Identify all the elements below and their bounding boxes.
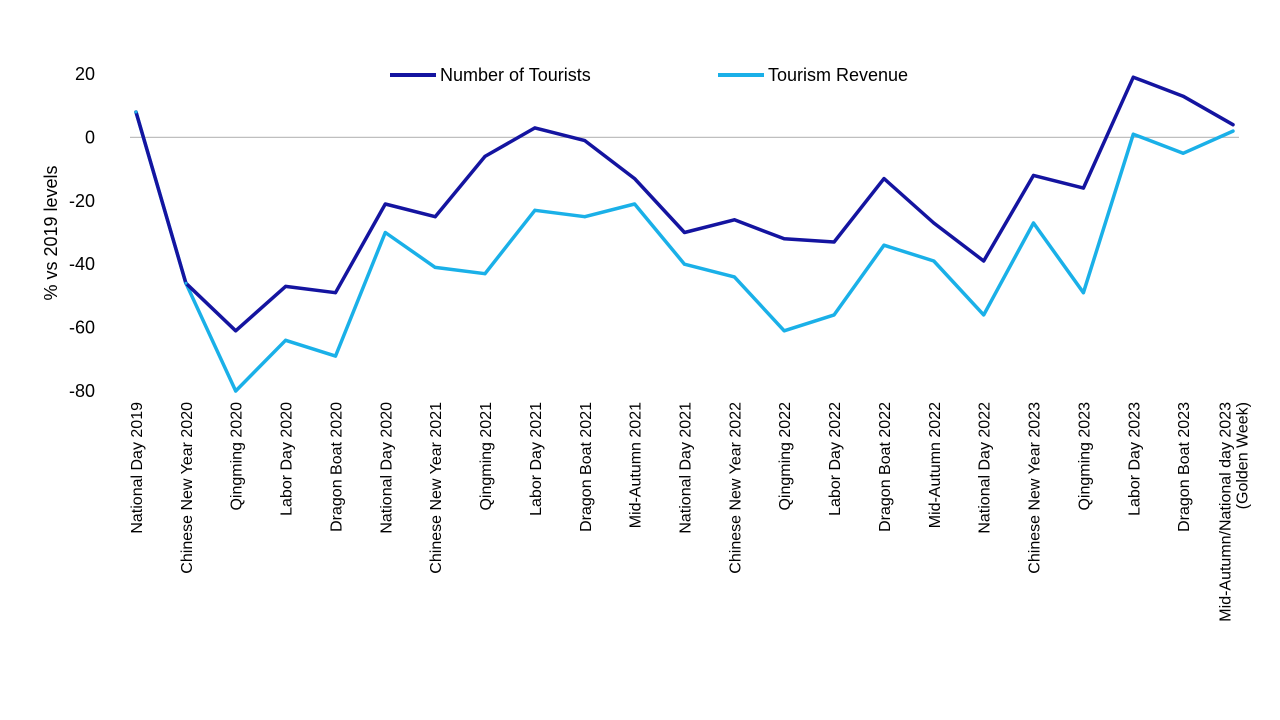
data-point [583,215,587,219]
data-point [683,231,686,234]
x-tick-label: Dragon Boat 2023 [1176,402,1193,532]
data-point [433,265,437,269]
legend-label: Number of Tourists [440,65,591,85]
y-tick-label: -40 [69,254,95,274]
data-point [932,221,936,225]
data-point [982,259,986,263]
data-point [134,110,138,114]
y-tick-label: -20 [69,191,95,211]
data-point [1032,221,1035,225]
x-tick-label: National Day 2022 [977,402,994,534]
data-point [334,354,337,358]
data-point [882,243,886,247]
data-point [732,218,736,222]
data-point [234,329,238,333]
data-point [832,313,836,317]
x-tick-label: Mid-Autumn 2021 [628,402,645,528]
data-point [1081,186,1085,190]
data-point [383,231,387,234]
data-point [932,259,936,263]
legend-label: Tourism Revenue [768,65,908,85]
y-tick-label: -80 [69,381,95,401]
data-point [1032,173,1035,177]
data-point [383,202,387,206]
legend-item: Number of Tourists [390,65,591,85]
series-lines [134,75,1235,393]
x-tick-label: Qingming 2021 [478,402,495,511]
data-point [284,338,288,342]
x-tick-label: Labor Day 2021 [528,402,545,516]
x-tick-label: Mid-Autumn 2022 [927,402,944,528]
x-tick-label: Chinese New Year 2021 [428,402,445,574]
data-point [1231,129,1235,133]
data-point [832,240,836,244]
data-point [533,208,537,212]
x-tick-label: Qingming 2020 [229,402,246,511]
data-point [782,329,786,333]
data-point [533,126,537,130]
data-point [433,215,437,219]
x-tick-label: Chinese New Year 2022 [727,402,744,574]
data-point [982,313,986,317]
y-tick-label: 20 [75,64,95,84]
data-point [1181,151,1185,155]
data-point [633,177,637,181]
data-point [583,139,587,143]
data-point [284,284,288,288]
x-tick-label: Chinese New Year 2020 [179,402,196,574]
data-point [633,202,637,206]
x-axis-ticks: National Day 2019 Chinese New Year 2020 Qi… [129,402,1252,622]
data-point [1181,94,1185,98]
x-tick-label: Mid-Autumn/National day 2023 [1218,402,1235,622]
data-point [334,291,337,295]
series-line [134,75,1235,333]
data-point [732,275,736,279]
x-tick-label: National Day 2019 [129,402,146,534]
x-tick-label: Qingming 2022 [777,402,794,511]
data-point [1131,132,1135,136]
data-point [1231,123,1235,127]
x-tick-label: Labor Day 2022 [827,402,844,516]
x-tick-label: Dragon Boat 2020 [329,402,346,532]
x-tick-label: Labor Day 2023 [1126,402,1143,516]
x-tick-label: National Day 2020 [378,402,395,534]
x-tick-label: Dragon Boat 2021 [578,402,595,532]
legend: Number of Tourists Tourism Revenue [390,65,908,85]
x-tick-label: Chinese New Year 2023 [1027,402,1044,574]
x-tick-label: National Day 2021 [678,402,695,534]
y-axis-label: % vs 2019 levels [41,165,61,300]
y-tick-label: 0 [85,127,95,147]
legend-item: Tourism Revenue [718,65,908,85]
y-tick-label: -60 [69,318,95,338]
data-point [184,281,188,285]
y-axis-ticks: 20 0 -20 -40 -60 -80 [69,64,95,401]
data-point [483,154,487,158]
data-point [683,262,686,266]
x-tick-label: (Golden Week) [1235,402,1252,509]
x-tick-label: Labor Day 2020 [279,402,296,516]
x-tick-label: Qingming 2023 [1076,402,1093,511]
data-point [882,177,886,181]
x-tick-label: Dragon Boat 2022 [877,402,894,532]
data-point [234,389,238,393]
data-point [1081,291,1085,295]
data-point [483,272,487,276]
series-line [134,110,1235,393]
y-axis-title: % vs 2019 levels [41,165,61,300]
data-point [1131,75,1135,79]
data-point [782,237,786,241]
